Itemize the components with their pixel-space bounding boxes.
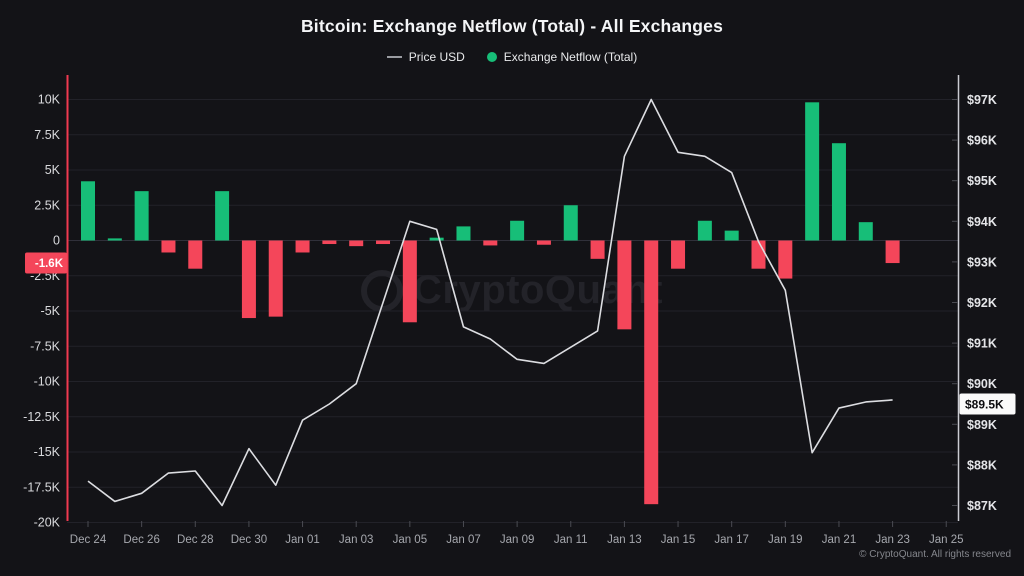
netflow-dot-swatch-icon <box>486 52 497 62</box>
netflow-bar-jan-02[interactable] <box>322 240 337 245</box>
netflow-bar-dec-30[interactable] <box>241 240 256 319</box>
x-axis-tick-label: Jan 05 <box>393 534 428 546</box>
netflow-bar-jan-05[interactable] <box>402 240 417 323</box>
netflow-bar-jan-06[interactable] <box>429 237 444 241</box>
left-axis-tick-label: -10K <box>34 375 61 389</box>
netflow-bar-jan-03[interactable] <box>349 240 364 247</box>
netflow-bar-jan-20[interactable] <box>805 102 820 241</box>
right-axis-tick-label: $87K <box>967 499 997 513</box>
netflow-bar-jan-04[interactable] <box>376 240 391 245</box>
left-axis-tick-label: -12.5K <box>23 410 60 424</box>
x-axis-tick-label: Jan 11 <box>554 534 588 546</box>
left-axis-tick-label: -20K <box>34 516 61 530</box>
left-axis-tick-label: 2.5K <box>34 198 60 212</box>
x-axis-tick-label: Dec 26 <box>123 534 159 546</box>
x-axis-tick-label: Jan 23 <box>875 534 910 546</box>
right-axis-tick-label: $89K <box>967 418 997 432</box>
x-axis-tick-label: Dec 28 <box>177 534 213 546</box>
legend-label-netflow: Exchange Netflow (Total) <box>503 50 638 64</box>
latest-price-badge <box>959 393 1016 415</box>
latest-netflow-badge-label: -1.6K <box>35 258 64 270</box>
right-axis-tick-label: $93K <box>967 255 997 269</box>
netflow-bar-jan-12[interactable] <box>590 240 605 259</box>
netflow-bar-jan-18[interactable] <box>751 240 766 269</box>
latest-netflow-badge <box>25 252 67 274</box>
legend: Price USD Exchange Netflow (Total) <box>0 50 1024 64</box>
netflow-bar-jan-15[interactable] <box>671 240 686 269</box>
left-axis-tick-label: -5K <box>41 304 61 318</box>
netflow-bar-jan-19[interactable] <box>778 240 793 279</box>
x-axis-tick-label: Jan 19 <box>768 534 803 546</box>
x-axis-tick-label: Jan 13 <box>607 534 642 546</box>
left-axis-tick-label: -17.5K <box>23 480 60 494</box>
right-axis-tick-label: $92K <box>967 296 997 310</box>
legend-item-price[interactable]: Price USD <box>386 50 465 64</box>
x-axis-tick-label: Jan 09 <box>500 534 535 546</box>
netflow-bar-jan-22[interactable] <box>858 222 873 241</box>
cryptoquant-logo-icon <box>361 269 404 312</box>
latest-price-badge-label: $89.5K <box>965 398 1004 412</box>
price-line[interactable] <box>87 98 893 507</box>
netflow-bar-jan-17[interactable] <box>724 230 739 241</box>
netflow-bar-jan-14[interactable] <box>644 240 659 505</box>
x-axis-tick-label: Jan 15 <box>661 534 696 546</box>
netflow-bar-dec-28[interactable] <box>188 240 203 269</box>
right-axis-tick-label: $94K <box>967 215 997 229</box>
netflow-bar-dec-31[interactable] <box>268 240 283 317</box>
netflow-bar-jan-23[interactable] <box>885 240 900 264</box>
left-axis-tick-label: -15K <box>34 445 61 459</box>
x-axis-tick-label: Jan 21 <box>822 534 857 546</box>
netflow-bar-dec-24[interactable] <box>81 181 95 241</box>
x-axis-tick-label: Jan 01 <box>285 534 320 546</box>
netflow-bar-dec-25[interactable] <box>107 238 122 241</box>
chart-title: Bitcoin: Exchange Netflow (Total) - All … <box>300 16 724 36</box>
netflow-bar-jan-09[interactable] <box>510 220 525 241</box>
left-axis-tick-label: 0 <box>53 234 60 248</box>
netflow-bar-dec-27[interactable] <box>161 240 176 253</box>
netflow-bar-jan-13[interactable] <box>617 240 632 330</box>
netflow-bar-jan-01[interactable] <box>295 240 310 253</box>
right-axis-tick-label: $96K <box>967 134 997 148</box>
right-axis-tick-label: $88K <box>967 458 997 472</box>
netflow-bar-jan-11[interactable] <box>563 205 578 241</box>
netflow-bar-jan-07[interactable] <box>456 226 471 241</box>
right-axis-tick-label: $95K <box>967 174 997 188</box>
x-axis-tick-label: Jan 03 <box>339 534 374 546</box>
netflow-bar-jan-10[interactable] <box>536 240 551 245</box>
left-axis-tick-label: 5K <box>45 163 61 177</box>
netflow-bar-dec-26[interactable] <box>134 191 149 241</box>
x-axis-tick-label: Dec 24 <box>70 534 107 546</box>
x-axis-tick-label: Jan 17 <box>714 534 749 546</box>
netflow-bar-dec-29[interactable] <box>215 191 230 241</box>
netflow-bar-jan-21[interactable] <box>831 143 846 241</box>
x-axis-tick-label: Jan 07 <box>446 534 481 546</box>
price-line-swatch-icon <box>386 56 402 58</box>
copyright-notice: © CryptoQuant. All rights reserved <box>859 549 1011 560</box>
right-axis-tick-label: $90K <box>967 377 997 391</box>
right-axis-tick-label: $97K <box>967 93 997 107</box>
netflow-bar-jan-08[interactable] <box>483 240 498 246</box>
right-axis-tick-label: $91K <box>967 337 997 351</box>
legend-label-price: Price USD <box>408 50 465 64</box>
left-axis-tick-label: -7.5K <box>30 339 61 353</box>
x-axis-tick-label: Dec 30 <box>231 534 267 546</box>
legend-item-netflow[interactable]: Exchange Netflow (Total) <box>486 50 638 64</box>
left-axis-tick-label: 7.5K <box>34 128 60 142</box>
x-axis-tick-label: Jan 25 <box>929 534 964 546</box>
left-axis-tick-label: 10K <box>38 93 61 107</box>
netflow-bar-jan-16[interactable] <box>697 220 712 241</box>
